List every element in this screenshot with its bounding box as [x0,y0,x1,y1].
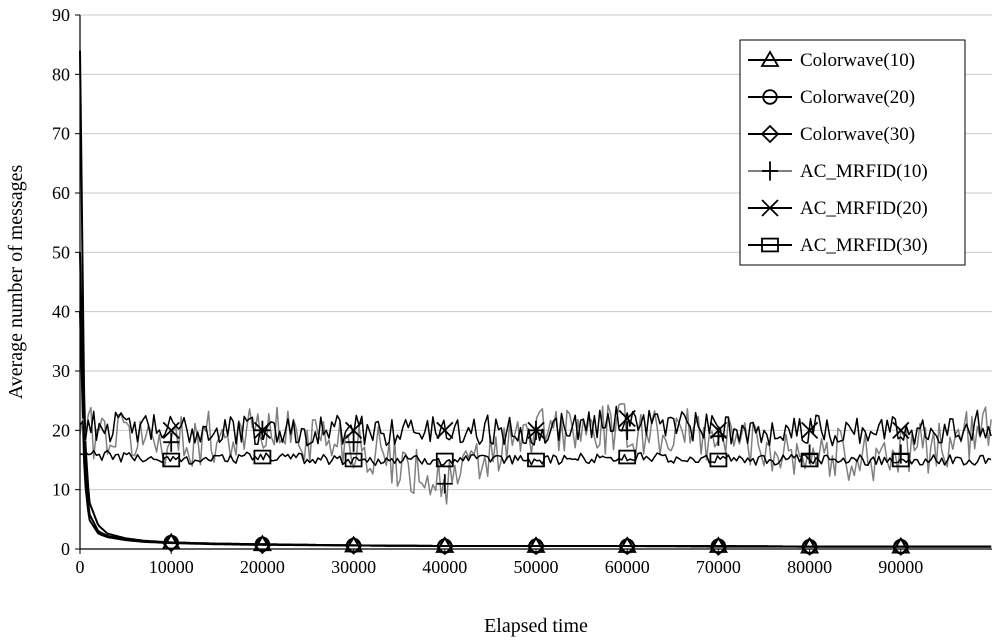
series-marker [162,421,180,439]
y-tick-label: 50 [52,242,70,262]
x-tick-label: 40000 [422,557,467,577]
series-marker [709,452,728,468]
series-marker [345,432,362,452]
series-marker [760,50,780,67]
legend-item: Colorwave(20) [748,87,915,108]
series-ac-mrfid-30- [79,449,992,468]
series-marker [800,452,819,468]
series-marker [253,449,272,465]
series-line [79,405,992,447]
series-marker [891,537,911,556]
series-marker [527,452,545,468]
y-tick-label: 20 [52,420,70,440]
x-axis-label: Elapsed time [484,615,588,637]
series-marker [762,161,778,181]
y-tick-label: 80 [52,64,70,84]
y-tick-label: 70 [52,124,70,144]
series-marker [526,536,546,556]
series-marker [435,536,455,556]
series-marker [527,421,545,439]
x-tick-label: 10000 [149,557,194,577]
series-marker [761,237,779,253]
legend-item: Colorwave(30) [748,124,915,145]
legend-label: AC_MRFID(20) [800,198,928,219]
legend-item: AC_MRFID(30) [748,235,928,256]
y-tick-label: 40 [52,302,70,322]
y-tick-label: 0 [61,539,70,559]
x-tick-label: 20000 [240,557,285,577]
series-marker [253,421,272,439]
grid-lines [80,14,992,491]
legend-label: AC_MRFID(30) [800,235,928,256]
series-marker [344,421,363,439]
series-marker [435,452,454,468]
series-marker [800,421,819,439]
y-tick-label: 30 [52,361,70,381]
series-marker [762,89,778,105]
series-marker [709,421,728,439]
series-marker [761,199,779,217]
series-colorwave-20- [79,252,992,555]
legend: Colorwave(10) Colorwave(20) Colorwave(30) A… [739,39,966,266]
legend-label: Colorwave(20) [800,87,915,108]
series-marker [891,452,910,468]
x-tick-label: 50000 [514,557,559,577]
legend-label: AC_MRFID(10) [800,161,928,182]
x-tick-label: 30000 [331,557,376,577]
x-tick-label: 0 [76,557,85,577]
series-line [79,311,992,548]
x-tick-label: 60000 [605,557,650,577]
x-tick-label: 90000 [878,557,923,577]
y-axis-label: Average number of messages [5,165,27,400]
legend-box [739,39,966,266]
series-marker [617,536,637,556]
series-marker [436,421,454,439]
series-marker [800,537,819,556]
series-marker [892,421,910,439]
series-marker [162,452,181,468]
series-marker [163,432,180,452]
series-marker [436,474,453,494]
legend-item: AC_MRFID(20) [748,198,928,219]
y-tick-label: 10 [52,480,70,500]
series-marker [618,449,637,465]
axes: 0 10 20 30 40 50 60 70 80 90 0 10000 20000 30000 40000… [52,5,992,577]
legend-item: AC_MRFID(10) [748,161,928,182]
series-marker [709,537,728,556]
series-marker [760,124,780,144]
legend-label: Colorwave(30) [800,124,915,145]
x-tick-label: 70000 [696,557,741,577]
series-ac-mrfid-20- [79,405,992,447]
legend-label: Colorwave(10) [800,50,915,71]
series-line [79,449,992,467]
series-marker [618,409,636,428]
legend-item: Colorwave(10) [748,50,915,71]
y-tick-label: 90 [52,5,70,25]
x-tick-label: 80000 [787,557,832,577]
y-tick-label: 60 [52,183,70,203]
series-marker [344,452,363,468]
series-line [79,252,992,548]
